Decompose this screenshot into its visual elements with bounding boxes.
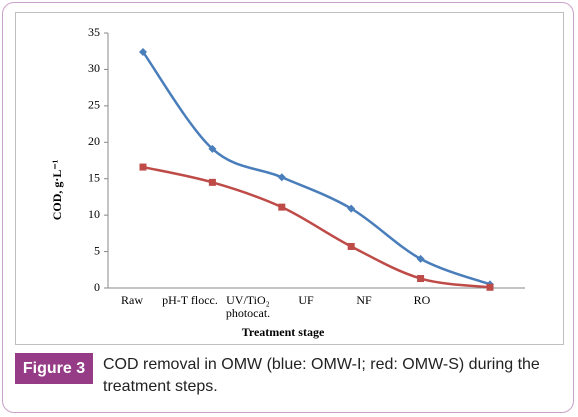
marker: [347, 242, 355, 250]
marker: [486, 283, 494, 291]
y-tick-label: 10: [88, 207, 100, 221]
line: [141, 51, 491, 286]
y-axis-label: COD, g·L⁻¹: [50, 159, 64, 220]
y-tick-label: 35: [88, 25, 100, 39]
caption: COD removal in OMW (blue: OMW-I; red: OM…: [103, 356, 540, 395]
x-tick-label: UF: [298, 293, 314, 307]
figure-label: Figure 3: [15, 353, 93, 384]
marker: [208, 178, 216, 186]
marker: [416, 254, 425, 263]
marker: [139, 163, 147, 171]
frame: [2, 2, 574, 413]
marker: [208, 144, 217, 153]
marker: [277, 173, 286, 182]
y-tick-label: 15: [88, 170, 100, 184]
marker: [139, 47, 147, 56]
x-tick-label: NF: [356, 293, 372, 307]
x-tick-label: UV/TiO₂ photocat.: [225, 293, 271, 320]
line: [142, 165, 491, 289]
y-tick-label: 25: [88, 98, 100, 112]
chart-panel: [15, 12, 564, 345]
x-axis-label: Treatment stage: [242, 325, 325, 339]
marker: [347, 204, 356, 213]
y-tick-label: 20: [88, 134, 100, 148]
y-tick-label: 0: [94, 280, 100, 294]
marker: [278, 203, 286, 211]
y-tick-label: 5: [94, 243, 100, 257]
x-tick-label: pH-T flocc.: [162, 293, 218, 307]
x-tick-label: RO: [413, 293, 431, 307]
x-tick-label: Raw: [121, 293, 143, 307]
y-tick-label: 30: [88, 61, 100, 75]
marker: [417, 275, 425, 283]
